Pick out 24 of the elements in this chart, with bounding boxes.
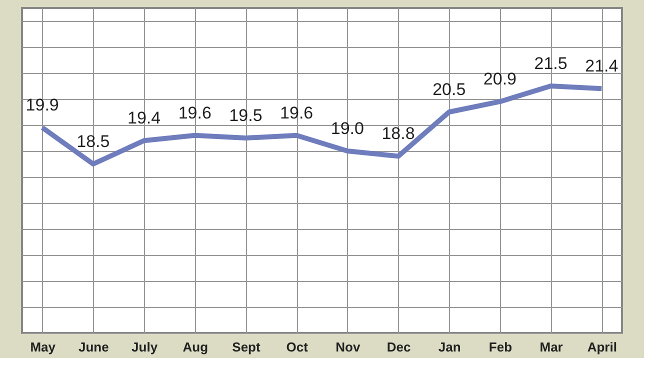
x-tick-label: Nov bbox=[336, 340, 361, 354]
data-label: 18.8 bbox=[382, 124, 415, 144]
data-label: 21.5 bbox=[534, 54, 568, 73]
x-tick-label: Feb bbox=[488, 340, 512, 354]
x-tick-label: Mar bbox=[540, 340, 563, 354]
data-label: 18.5 bbox=[76, 132, 110, 151]
x-tick-label: Aug bbox=[182, 340, 208, 354]
data-label: 19.4 bbox=[127, 108, 161, 128]
x-tick-label: Oct bbox=[286, 340, 309, 354]
data-label: 21.4 bbox=[585, 56, 618, 76]
x-tick-label: July bbox=[132, 340, 158, 354]
data-label: 20.5 bbox=[432, 80, 466, 99]
data-label: 19.6 bbox=[178, 103, 212, 122]
data-label: 20.9 bbox=[483, 70, 517, 89]
x-tick-label: Sept bbox=[232, 340, 261, 354]
data-label: 19.0 bbox=[330, 119, 364, 138]
x-tick-label: May bbox=[30, 340, 56, 354]
x-tick-label: Dec bbox=[386, 340, 411, 354]
data-label: 19.5 bbox=[229, 106, 262, 125]
x-tick-label: April bbox=[587, 340, 617, 354]
x-tick-label: June bbox=[78, 340, 109, 354]
x-tick-label: Jan bbox=[438, 340, 461, 354]
data-label: 19.9 bbox=[26, 96, 59, 115]
data-label: 19.6 bbox=[280, 103, 314, 122]
